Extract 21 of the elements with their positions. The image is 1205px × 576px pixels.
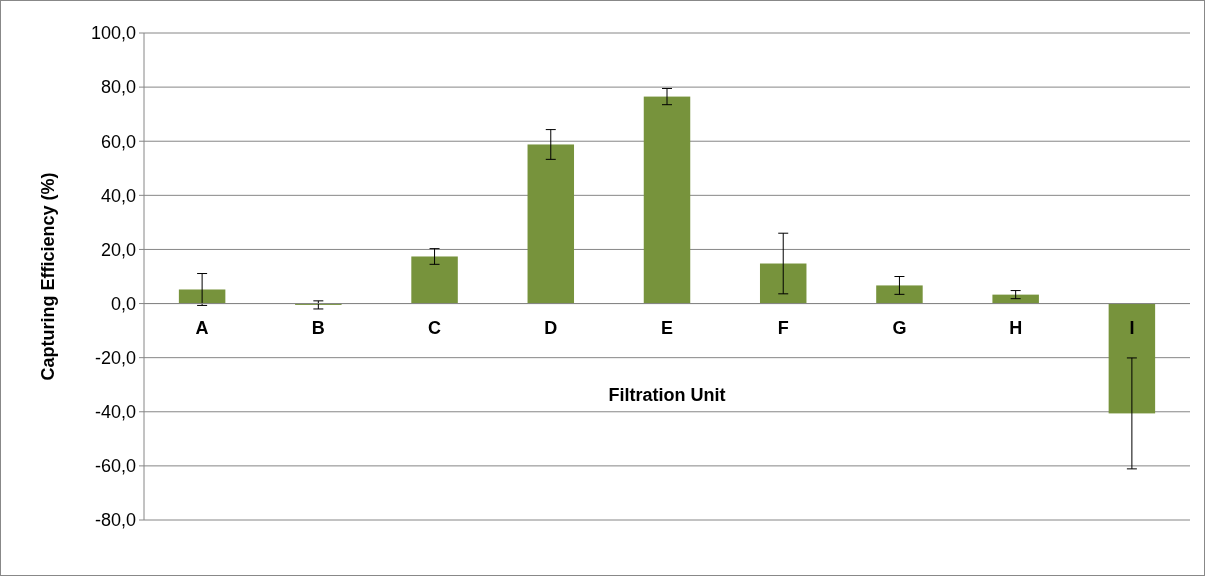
y-tick-label: 60,0 <box>100 131 136 152</box>
x-tick-label: I <box>1129 317 1135 338</box>
x-tick-label: H <box>1009 317 1023 338</box>
x-tick-label: D <box>544 317 558 338</box>
y-tick-label: 40,0 <box>100 185 136 206</box>
x-axis-title: Filtration Unit <box>608 384 726 405</box>
y-axis-title: Capturing Efficiency (%) <box>38 172 58 381</box>
x-tick-label: C <box>428 317 442 338</box>
x-tick-label: F <box>777 317 789 338</box>
x-tick-label: E <box>660 317 674 338</box>
y-tick-label: 0,0 <box>110 293 136 314</box>
x-tick-label: G <box>892 317 907 338</box>
y-tick-label: -60,0 <box>94 456 136 477</box>
y-tick-label: 20,0 <box>100 239 136 260</box>
y-tick-label: 80,0 <box>100 77 136 98</box>
x-tick-label: B <box>311 317 325 338</box>
y-tick-label: 100,0 <box>90 23 136 44</box>
x-tick-label: A <box>195 317 209 338</box>
y-tick-label: -20,0 <box>94 347 136 368</box>
y-tick-label: -80,0 <box>94 510 136 531</box>
y-tick-label: -40,0 <box>94 402 136 423</box>
